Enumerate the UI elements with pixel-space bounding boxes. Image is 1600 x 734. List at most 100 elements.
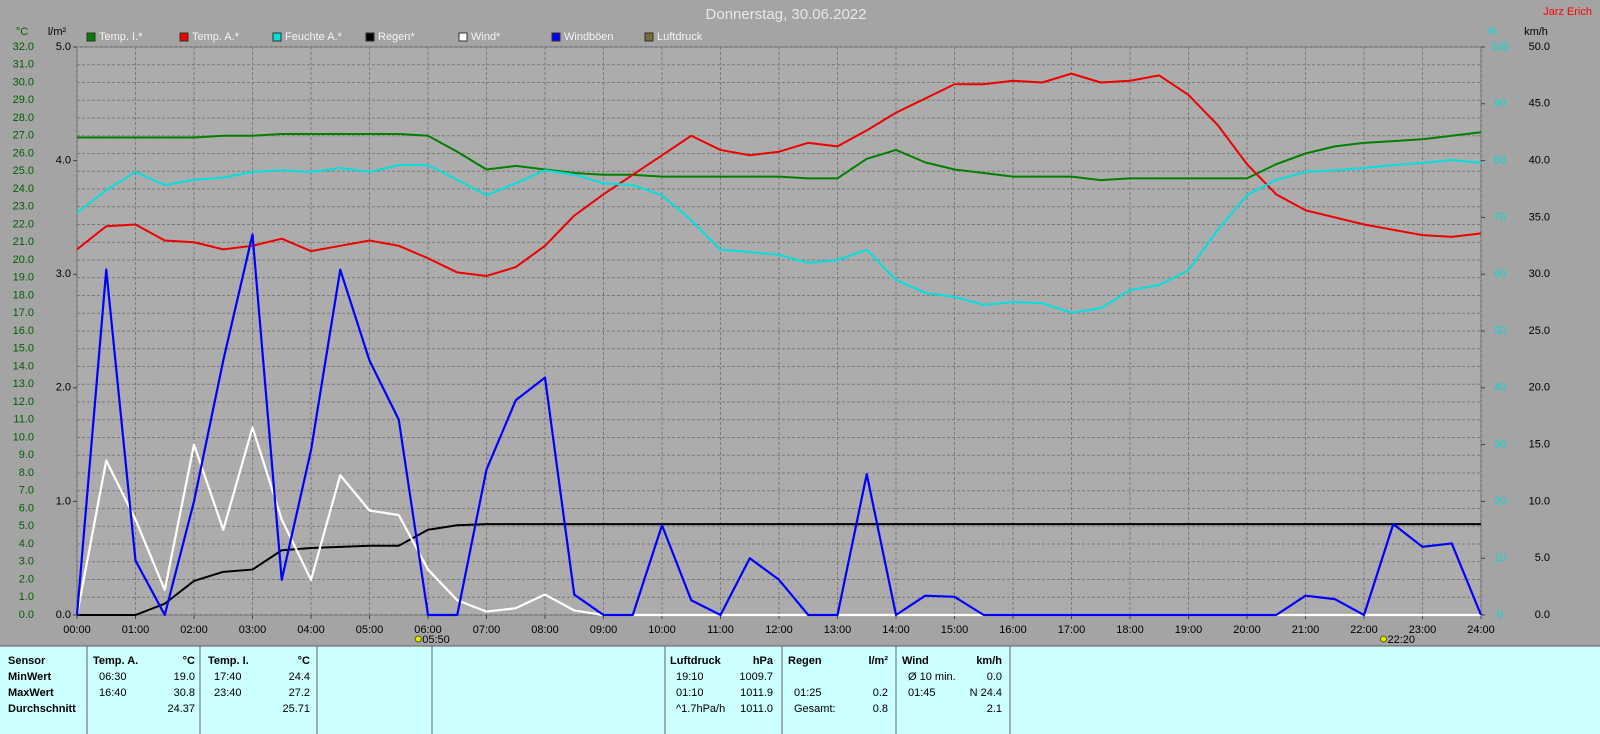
stats-cell-value: 30.8 bbox=[174, 687, 195, 699]
stats-cell-value: 19.0 bbox=[174, 671, 195, 683]
stats-cell-label: 01:25 bbox=[794, 687, 822, 699]
stats-cell-value: 0.8 bbox=[873, 703, 888, 715]
sun-marker bbox=[1379, 635, 1387, 643]
x-tick-label: 24:00 bbox=[1467, 624, 1495, 636]
y4-axis-unit: km/h bbox=[1524, 26, 1548, 38]
stats-group-name: Temp. I. bbox=[208, 655, 249, 667]
series-line bbox=[76, 159, 1482, 314]
series-line bbox=[75, 233, 1483, 617]
y-tick-label: 8.0 bbox=[19, 467, 34, 479]
y-tick-label: 13.0 bbox=[13, 378, 34, 390]
stats-cell-label: 01:45 bbox=[908, 687, 936, 699]
y2-tick-label: 2.0 bbox=[56, 382, 71, 394]
x-tick-label: 01:00 bbox=[122, 624, 150, 636]
legend-label: Windböen bbox=[564, 31, 614, 43]
stats-cell-value: 1011.0 bbox=[740, 703, 773, 715]
x-tick-label: 08:00 bbox=[531, 624, 559, 636]
stats-cell-value: 24.4 bbox=[289, 671, 310, 683]
y-tick-label: 22.0 bbox=[13, 218, 34, 230]
stats-cell-label: ^1.7hPa/h bbox=[676, 703, 725, 715]
x-tick-label: 23:00 bbox=[1409, 624, 1437, 636]
series-line bbox=[76, 72, 1482, 277]
y-tick-label: 32.0 bbox=[13, 41, 34, 53]
y-tick-label: 21.0 bbox=[13, 236, 34, 248]
y2-tick-label: 4.0 bbox=[56, 155, 71, 167]
legend-label: Temp. I.* bbox=[99, 31, 143, 43]
legend-label: Temp. A.* bbox=[192, 31, 240, 43]
x-tick-label: 15:00 bbox=[941, 624, 969, 636]
x-tick-label: 10:00 bbox=[648, 624, 676, 636]
legend-label: Regen* bbox=[378, 31, 415, 43]
stats-cell-value: 0.0 bbox=[987, 671, 1002, 683]
y-tick-label: 19.0 bbox=[13, 272, 34, 284]
y-tick-label: 27.0 bbox=[13, 130, 34, 142]
y3-tick-label: 70 bbox=[1494, 211, 1506, 223]
stats-group-name: Temp. A. bbox=[93, 655, 138, 667]
y4-tick-label: 0.0 bbox=[1535, 609, 1550, 621]
sun-marker bbox=[414, 635, 422, 643]
legend-swatch bbox=[365, 32, 375, 42]
legend-label: Luftdruck bbox=[657, 31, 703, 43]
stats-group-name: Regen bbox=[788, 655, 822, 667]
y4-tick-label: 30.0 bbox=[1529, 268, 1550, 280]
legend-swatch bbox=[551, 32, 561, 42]
y-tick-label: 7.0 bbox=[19, 485, 34, 497]
stats-cell-value: 1011.9 bbox=[740, 687, 773, 699]
x-tick-label: 20:00 bbox=[1233, 624, 1261, 636]
y3-tick-label: 90 bbox=[1494, 98, 1506, 110]
y-tick-label: 1.0 bbox=[19, 591, 34, 603]
series-line bbox=[77, 523, 1481, 616]
y3-tick-label: 30 bbox=[1494, 439, 1506, 451]
x-tick-label: 11:00 bbox=[707, 624, 734, 636]
stats-cell-value: 0.2 bbox=[873, 687, 888, 699]
stats-group-unit: km/h bbox=[976, 655, 1002, 667]
legend-swatch bbox=[272, 32, 282, 42]
y4-tick-label: 15.0 bbox=[1529, 439, 1550, 451]
y-tick-label: 5.0 bbox=[19, 520, 34, 532]
y4-tick-label: 40.0 bbox=[1529, 155, 1550, 167]
stats-group-unit: °C bbox=[183, 655, 195, 667]
stats-cell-label: 17:40 bbox=[214, 671, 242, 683]
y-tick-label: 29.0 bbox=[13, 94, 34, 106]
stats-group-unit: °C bbox=[298, 655, 310, 667]
y2-axis-unit: l/m² bbox=[48, 26, 67, 38]
y-axis-unit: °C bbox=[16, 26, 28, 38]
x-tick-label: 09:00 bbox=[590, 624, 618, 636]
stats-cell-value: 2.1 bbox=[987, 703, 1002, 715]
y-tick-label: 4.0 bbox=[19, 538, 34, 550]
author: Jarz Erich bbox=[1543, 6, 1592, 18]
legend-label: Wind* bbox=[471, 31, 501, 43]
x-tick-label: 00:00 bbox=[63, 624, 91, 636]
y4-tick-label: 5.0 bbox=[1535, 552, 1550, 564]
stats-cell-value: N 24.4 bbox=[970, 687, 1002, 699]
y2-tick-label: 0.0 bbox=[56, 609, 71, 621]
stats-cell-label: 23:40 bbox=[214, 687, 242, 699]
y3-tick-label: 80 bbox=[1494, 155, 1506, 167]
x-tick-label: 03:00 bbox=[239, 624, 267, 636]
y-tick-label: 17.0 bbox=[13, 307, 34, 319]
y3-tick-label: 40 bbox=[1494, 382, 1506, 394]
y4-tick-label: 25.0 bbox=[1529, 325, 1550, 337]
y3-tick-label: 10 bbox=[1494, 552, 1506, 564]
stats-row-label: Sensor bbox=[8, 655, 46, 667]
y2-tick-label: 3.0 bbox=[56, 268, 71, 280]
stats-cell-label: 19:10 bbox=[676, 671, 704, 683]
stats-cell-value: 27.2 bbox=[289, 687, 310, 699]
x-tick-label: 16:00 bbox=[999, 624, 1027, 636]
y-tick-label: 9.0 bbox=[19, 449, 34, 461]
y-tick-label: 12.0 bbox=[13, 396, 34, 408]
y-tick-label: 16.0 bbox=[13, 325, 34, 337]
y3-tick-label: 20 bbox=[1494, 495, 1506, 507]
y-tick-label: 31.0 bbox=[13, 59, 34, 71]
legend-swatch bbox=[644, 32, 654, 42]
chart-title: Donnerstag, 30.06.2022 bbox=[706, 6, 867, 23]
legend-swatch bbox=[86, 32, 96, 42]
x-tick-label: 12:00 bbox=[765, 624, 793, 636]
y-tick-label: 25.0 bbox=[13, 165, 34, 177]
y-tick-label: 23.0 bbox=[13, 201, 34, 213]
y3-tick-label: 50 bbox=[1494, 325, 1506, 337]
x-tick-label: 13:00 bbox=[824, 624, 852, 636]
stats-group-unit: hPa bbox=[753, 655, 774, 667]
stats-cell-value: 24.37 bbox=[167, 703, 195, 715]
